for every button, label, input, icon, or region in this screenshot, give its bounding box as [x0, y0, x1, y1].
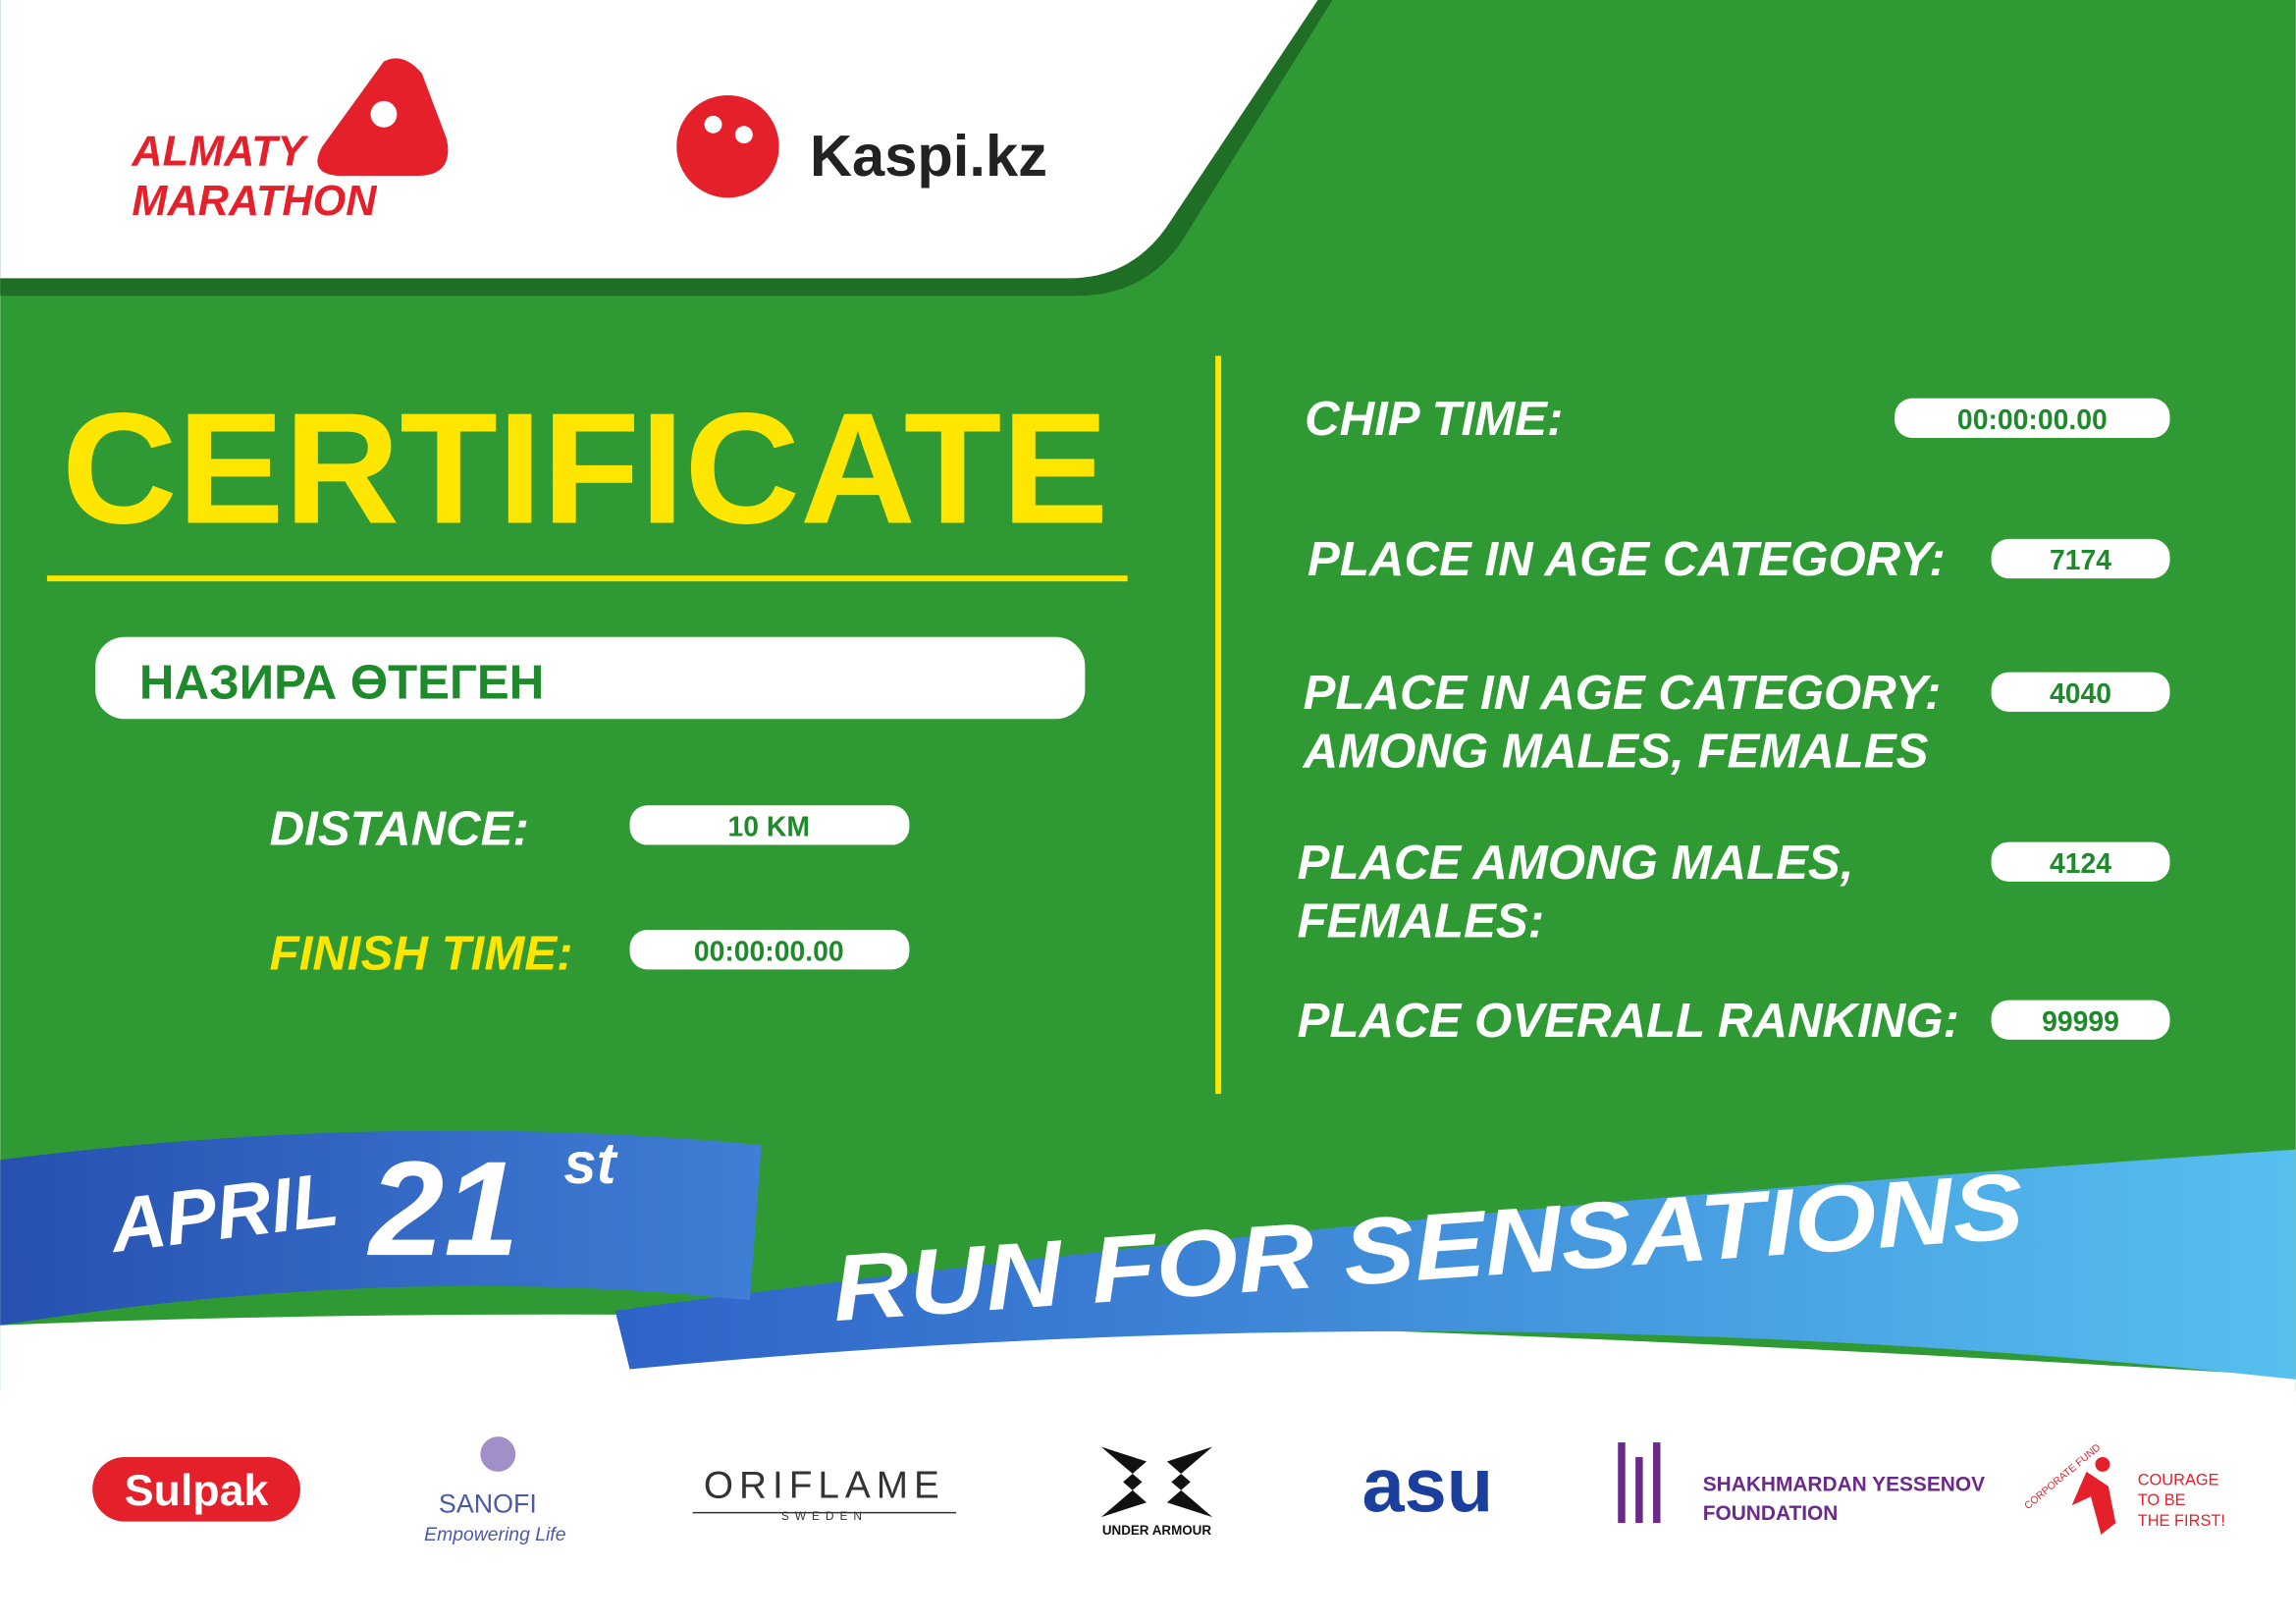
value-box [1991, 538, 2170, 579]
yessenov-mark [1618, 1442, 1661, 1524]
result-label: FEMALES: [1298, 894, 1544, 948]
value-box [629, 805, 910, 845]
ribbon-right [614, 1149, 2296, 1380]
result-label: PLACE AMONG MALES, [1298, 836, 1854, 890]
footer-panel [0, 1314, 2296, 1624]
sponsor-country: SWEDEN [781, 1509, 868, 1523]
result-label: PLACE IN AGE CATEGORY: [1308, 532, 1946, 586]
value-box [1991, 841, 2170, 882]
sponsor-name: Sulpak [125, 1466, 269, 1515]
result-label: AMONG MALES, FEMALES [1302, 725, 1929, 779]
header-panel [0, 0, 1318, 279]
sponsor-name: asu [1362, 1443, 1494, 1528]
result-value: 00:00:00.00 [1957, 405, 2108, 436]
sanofi-mark [480, 1436, 516, 1472]
courage-slogan: TO BE [2138, 1491, 2186, 1509]
logo-runner-head [370, 100, 398, 128]
value-box [1991, 1000, 2170, 1040]
value-box [1991, 672, 2170, 712]
partner-name: Kaspi.kz [810, 123, 1047, 189]
field-value: 10 KM [727, 812, 809, 843]
sponsor-name: SANOFI [439, 1489, 537, 1519]
value-box [1895, 398, 2170, 438]
under-armour-mark [1100, 1446, 1213, 1518]
courage-head [2095, 1456, 2110, 1472]
logo-text: MARATHON [132, 178, 377, 225]
courage-slogan: THE FIRST! [2138, 1512, 2225, 1530]
banner-suffix: st [563, 1130, 617, 1196]
kaspi-logo-detail [704, 115, 722, 134]
result-label: CHIP TIME: [1305, 392, 1563, 446]
title-underline [46, 575, 1128, 582]
result-value: 4040 [2050, 678, 2111, 710]
name-box [95, 636, 1086, 720]
logo-text: ALMATY [131, 129, 309, 176]
kaspi-logo-mark [676, 94, 779, 198]
result-label: PLACE IN AGE CATEGORY: [1304, 666, 1942, 720]
certificate-title: CERTIFICATE [62, 380, 1108, 557]
sponsor-name: FOUNDATION [1703, 1502, 1839, 1525]
result-value: 7174 [2050, 545, 2111, 576]
result-value: 99999 [2042, 1006, 2119, 1038]
sponsor-tagline: Empowering Life [424, 1524, 566, 1545]
result-label: PLACE OVERALL RANKING: [1298, 994, 1959, 1048]
value-box [629, 930, 910, 970]
sponsor-name: ORIFLAME [704, 1465, 945, 1507]
field-value: 00:00:00.00 [694, 936, 844, 967]
courage-slogan: COURAGE [2138, 1471, 2219, 1489]
sponsor-name: UNDER ARMOUR [1102, 1523, 1212, 1538]
divider [1215, 355, 1222, 1095]
participant-name: НАЗИРА ӨТЕГЕН [139, 655, 544, 709]
sulpak-logo [92, 1456, 300, 1522]
kaspi-logo-detail [734, 126, 753, 144]
field-label: DISTANCE: [270, 802, 529, 856]
banner-day: 21 [366, 1134, 519, 1284]
ribbon-left [0, 1130, 762, 1326]
field-label: FINISH TIME: [270, 926, 573, 980]
result-value: 4124 [2050, 848, 2111, 880]
courage-mark [2071, 1471, 2116, 1536]
sponsor-name: SHAKHMARDAN YESSENOV [1703, 1473, 1985, 1495]
